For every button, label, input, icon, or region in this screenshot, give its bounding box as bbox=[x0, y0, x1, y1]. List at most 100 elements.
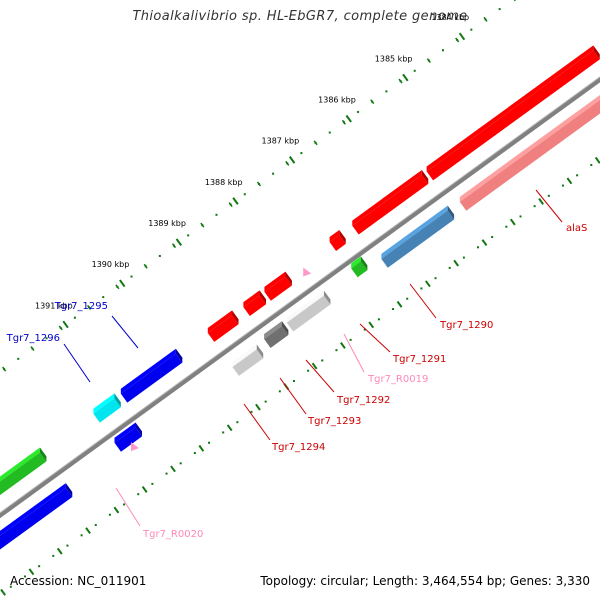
gene-blue-left-box-top bbox=[0, 483, 66, 536]
gene-tgr7-1296-cyan-box bbox=[93, 393, 121, 423]
gene-tgr7-1295-box-face bbox=[120, 353, 183, 403]
lower-scale-tick bbox=[56, 547, 63, 555]
lower-scale-tick bbox=[424, 280, 431, 288]
ruler-minor-tick bbox=[58, 325, 63, 331]
lower-scale-dot bbox=[137, 493, 140, 496]
gene-tgr7-1292-gray-box-top bbox=[286, 290, 324, 323]
lower-scale-dot bbox=[519, 215, 522, 218]
ruler-minor-tick bbox=[483, 16, 488, 22]
lower-scale-tick bbox=[481, 239, 488, 247]
gene-tgr7-1291-green-box-side bbox=[360, 256, 368, 271]
lower-scale-dot bbox=[250, 410, 253, 413]
gene-label-tgr7-1296: Tgr7_1296 bbox=[6, 333, 60, 344]
ruler-major-tick bbox=[288, 156, 296, 164]
ruler-major-tick bbox=[345, 114, 352, 123]
ruler-dot bbox=[73, 316, 76, 319]
lower-scale-dot bbox=[321, 359, 324, 362]
gene-alaS-salmon-box bbox=[459, 94, 600, 211]
gene-tgr7-1294-box-face bbox=[207, 315, 239, 342]
lower-scale-dot bbox=[193, 452, 196, 455]
gene-tgr7-1290-steel-box-top bbox=[381, 205, 448, 259]
lower-scale-tick bbox=[594, 156, 600, 164]
genome-backbone bbox=[0, 76, 600, 519]
gene-tgr7-1292-gray-box-face bbox=[286, 295, 331, 332]
ruler-tick-label: 1385 kbp bbox=[375, 54, 413, 63]
gene-tgr7-1293-box bbox=[243, 290, 267, 317]
gene-tgr7-1290-steel-box-side bbox=[447, 205, 455, 220]
ruler-minor-tick bbox=[370, 99, 375, 105]
lower-scale-tick bbox=[198, 444, 205, 452]
gene-green-left-box-top bbox=[0, 447, 40, 482]
lower-scale-dot bbox=[38, 565, 41, 568]
lower-scale-dot bbox=[477, 246, 480, 249]
leader-line bbox=[409, 283, 437, 319]
lower-scale-tick bbox=[0, 588, 6, 596]
gene-label-tgr7-r0020: Tgr7_R0020 bbox=[142, 529, 203, 540]
lower-scale-dot bbox=[9, 585, 12, 588]
lower-scale-dot bbox=[434, 277, 437, 280]
lower-scale-dot bbox=[151, 482, 154, 485]
leader-line bbox=[111, 315, 139, 349]
ruler-dot bbox=[17, 357, 20, 360]
gene-green-left-box-face bbox=[0, 452, 47, 496]
lower-scale-dot bbox=[52, 554, 55, 557]
lower-scale-dot bbox=[264, 400, 267, 403]
lower-scale-tick bbox=[340, 342, 346, 349]
ruler-tick-label: 1387 kbp bbox=[262, 137, 300, 146]
ruler-minor-tick bbox=[171, 243, 177, 249]
lower-scale-dot bbox=[66, 544, 69, 547]
gene-tgr7-1296-blue-box-side bbox=[135, 422, 143, 437]
ruler-dot bbox=[158, 254, 161, 257]
lower-scale-tick bbox=[311, 362, 318, 370]
ruler-dot bbox=[187, 234, 190, 237]
gene-label-tgr7-1290: Tgr7_1290 bbox=[439, 320, 493, 331]
leader-line bbox=[359, 323, 391, 353]
lower-scale-tick bbox=[170, 465, 176, 473]
gene-tgr7-1291-green-box-top bbox=[351, 256, 361, 269]
gene-tgr7-1295-box-side bbox=[175, 348, 183, 363]
ruler-minor-tick bbox=[426, 58, 431, 63]
ruler-major-tick bbox=[402, 73, 409, 82]
lower-scale-dot bbox=[94, 524, 97, 527]
gene-tgr7-1294-box bbox=[207, 310, 239, 342]
lower-scale-tick bbox=[85, 527, 91, 535]
map-title: Thioalkalivibrio sp. HL-EbGR7, complete … bbox=[132, 9, 468, 24]
ruler-tick-label: 1386 kbp bbox=[318, 96, 356, 105]
lower-scale-tick bbox=[566, 177, 573, 185]
lower-scale-dot bbox=[335, 349, 338, 352]
gene-tgr7-1291-box-side bbox=[339, 229, 346, 244]
gene-tgr7-1290-box-top bbox=[352, 170, 422, 226]
gene-tgr7-1293-dark-box bbox=[264, 321, 289, 348]
lower-scale-tick bbox=[28, 568, 35, 576]
leader-line bbox=[535, 189, 563, 223]
accession-text: Accession: NC_011901 bbox=[10, 574, 147, 588]
ruler-minor-tick bbox=[341, 119, 346, 125]
ruler-minor-tick bbox=[143, 263, 148, 269]
gene-alaS-box-side bbox=[593, 45, 600, 60]
gene-blue-left-box bbox=[0, 483, 73, 550]
gene-green-left-box-side bbox=[39, 447, 47, 462]
lower-scale-dots bbox=[0, 156, 600, 596]
lower-scale-tick bbox=[255, 403, 261, 411]
lower-scale-dot bbox=[420, 287, 423, 290]
gene-tgr7-1296-blue-box-top bbox=[114, 422, 136, 443]
ruler-minor-tick bbox=[228, 202, 233, 207]
ruler-major-tick bbox=[62, 320, 69, 329]
ruler-major-tick bbox=[232, 197, 239, 205]
gene-tgr7-1293-box-side bbox=[259, 290, 267, 305]
lower-scale-tick bbox=[368, 321, 375, 329]
ruler-dot bbox=[470, 28, 473, 31]
ruler-major-tick bbox=[119, 279, 126, 288]
lower-scale-dot bbox=[292, 380, 295, 383]
lower-scale-tick bbox=[538, 198, 544, 205]
ruler-major-tick bbox=[458, 32, 466, 41]
ruler-dot bbox=[45, 337, 48, 340]
lower-scale-tick bbox=[509, 218, 516, 226]
lower-scale-dot bbox=[533, 205, 536, 208]
ruler-minor-tick bbox=[313, 140, 318, 146]
gene-label-alas: alaS bbox=[566, 223, 587, 234]
gene-tgr7-1290-box bbox=[352, 170, 429, 235]
gene-tgr7-1294-gray-box bbox=[232, 344, 264, 376]
ruler-dot bbox=[102, 296, 105, 299]
gene-labels: alaS Tgr7_1290 Tgr7_1291 Tgr7_R0019 Tgr7_129… bbox=[6, 223, 588, 540]
